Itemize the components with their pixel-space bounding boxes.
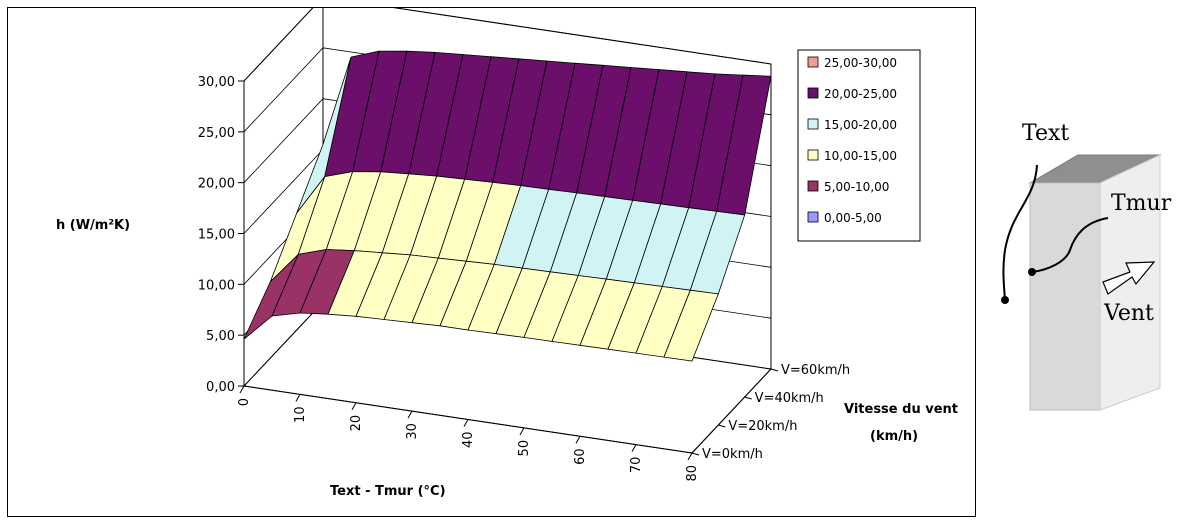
- tmur-leader-line: [1031, 217, 1109, 273]
- legend-label: 15,00-20,00: [824, 118, 897, 132]
- x-tick-labels: 0 10 20 30 40 50 60 70 80: [237, 385, 700, 482]
- z-tick-mark: [691, 452, 700, 456]
- legend-box: [797, 49, 921, 242]
- y-tick-label: 30,00: [198, 75, 235, 90]
- z-tick-labels: V=0km/h V=20km/h V=40km/h V=60km/h: [691, 363, 850, 462]
- legend-swatch: [807, 118, 819, 130]
- x-tick-label: 0: [237, 398, 252, 406]
- wall-diagram: Text Tmur Vent: [1001, 121, 1172, 411]
- x-tick-mark: [407, 410, 413, 419]
- x-tick-mark: [631, 444, 637, 452]
- x-tick-label: 60: [573, 448, 588, 465]
- y-tick-label: 25,00: [198, 126, 235, 141]
- z-axis-line: [691, 368, 772, 454]
- x-tick-mark: [239, 385, 245, 394]
- tmur-dot: [1028, 268, 1036, 276]
- chart-frame: 0,00 5,00 10,00 15,00 20,00 25,00 30,00 0 10 20 3…: [7, 7, 976, 517]
- x-tick-mark: [295, 394, 301, 402]
- legend-swatch: [807, 211, 819, 223]
- legend: 25,00-30,00 20,00-25,00 15,00-20,00 10,00-1…: [797, 49, 921, 242]
- x-tick-label: 40: [461, 432, 476, 449]
- z-tick-mark: [744, 396, 752, 400]
- legend-swatch: [807, 87, 819, 99]
- vent-label: Vent: [1103, 301, 1154, 326]
- wall-front-face: [1029, 182, 1101, 411]
- y-tick-label: 15,00: [198, 228, 235, 243]
- z-axis-title-line1: Vitesse du vent: [844, 402, 958, 417]
- x-tick-label: 50: [517, 440, 532, 457]
- legend-label: 10,00-15,00: [824, 149, 897, 163]
- z-tick-mark: [718, 424, 726, 428]
- z-tick-label: V=20km/h: [728, 419, 797, 434]
- gridline: [243, 8, 772, 82]
- x-tick-label: 80: [685, 465, 700, 482]
- x-tick-label: 10: [293, 406, 308, 423]
- y-tick-labels: 0,00 5,00 10,00 15,00 20,00 25,00 30,00: [198, 75, 244, 395]
- x-tick-label: 70: [629, 457, 644, 474]
- y-tick-label: 5,00: [206, 329, 235, 344]
- legend-swatch: [807, 56, 819, 68]
- z-axis-title-line2: (km/h): [870, 429, 918, 444]
- y-tick-label: 20,00: [198, 177, 235, 192]
- legend-label: 0,00-5,00: [824, 211, 882, 225]
- x-tick-mark: [687, 452, 693, 461]
- tmur-label: Tmur: [1111, 191, 1172, 216]
- x-tick-label: 30: [405, 423, 420, 440]
- legend-label: 25,00-30,00: [824, 56, 897, 70]
- x-tick-mark: [519, 427, 525, 436]
- legend-swatch: [807, 180, 819, 192]
- y-axis-title: h (W/m²K): [56, 218, 130, 233]
- surface-chart: 0,00 5,00 10,00 15,00 20,00 25,00 30,00 0 10 20 3…: [56, 8, 958, 499]
- z-tick-mark: [770, 368, 779, 372]
- z-tick-label: V=0km/h: [702, 447, 763, 462]
- text-label: Text: [1022, 121, 1069, 146]
- x-tick-mark: [351, 402, 357, 410]
- x-tick-mark: [463, 419, 469, 427]
- y-tick-label: 10,00: [198, 278, 235, 293]
- x-axis-title: Text - Tmur (°C): [330, 484, 446, 499]
- surface-cell: [663, 289, 719, 362]
- surface-mesh: [243, 50, 772, 362]
- text-leader-line: [1002, 164, 1038, 301]
- z-tick-label: V=40km/h: [755, 391, 824, 406]
- wall-side-face: [1099, 154, 1161, 411]
- y-tick-label: 0,00: [206, 380, 235, 395]
- x-tick-label: 20: [349, 415, 364, 432]
- x-tick-mark: [575, 436, 581, 444]
- legend-swatch: [807, 149, 819, 161]
- text-dot: [1001, 296, 1009, 304]
- wind-arrow-icon: [1102, 261, 1156, 295]
- legend-label: 5,00-10,00: [824, 180, 889, 194]
- z-tick-label: V=60km/h: [781, 363, 850, 378]
- legend-label: 20,00-25,00: [824, 87, 897, 101]
